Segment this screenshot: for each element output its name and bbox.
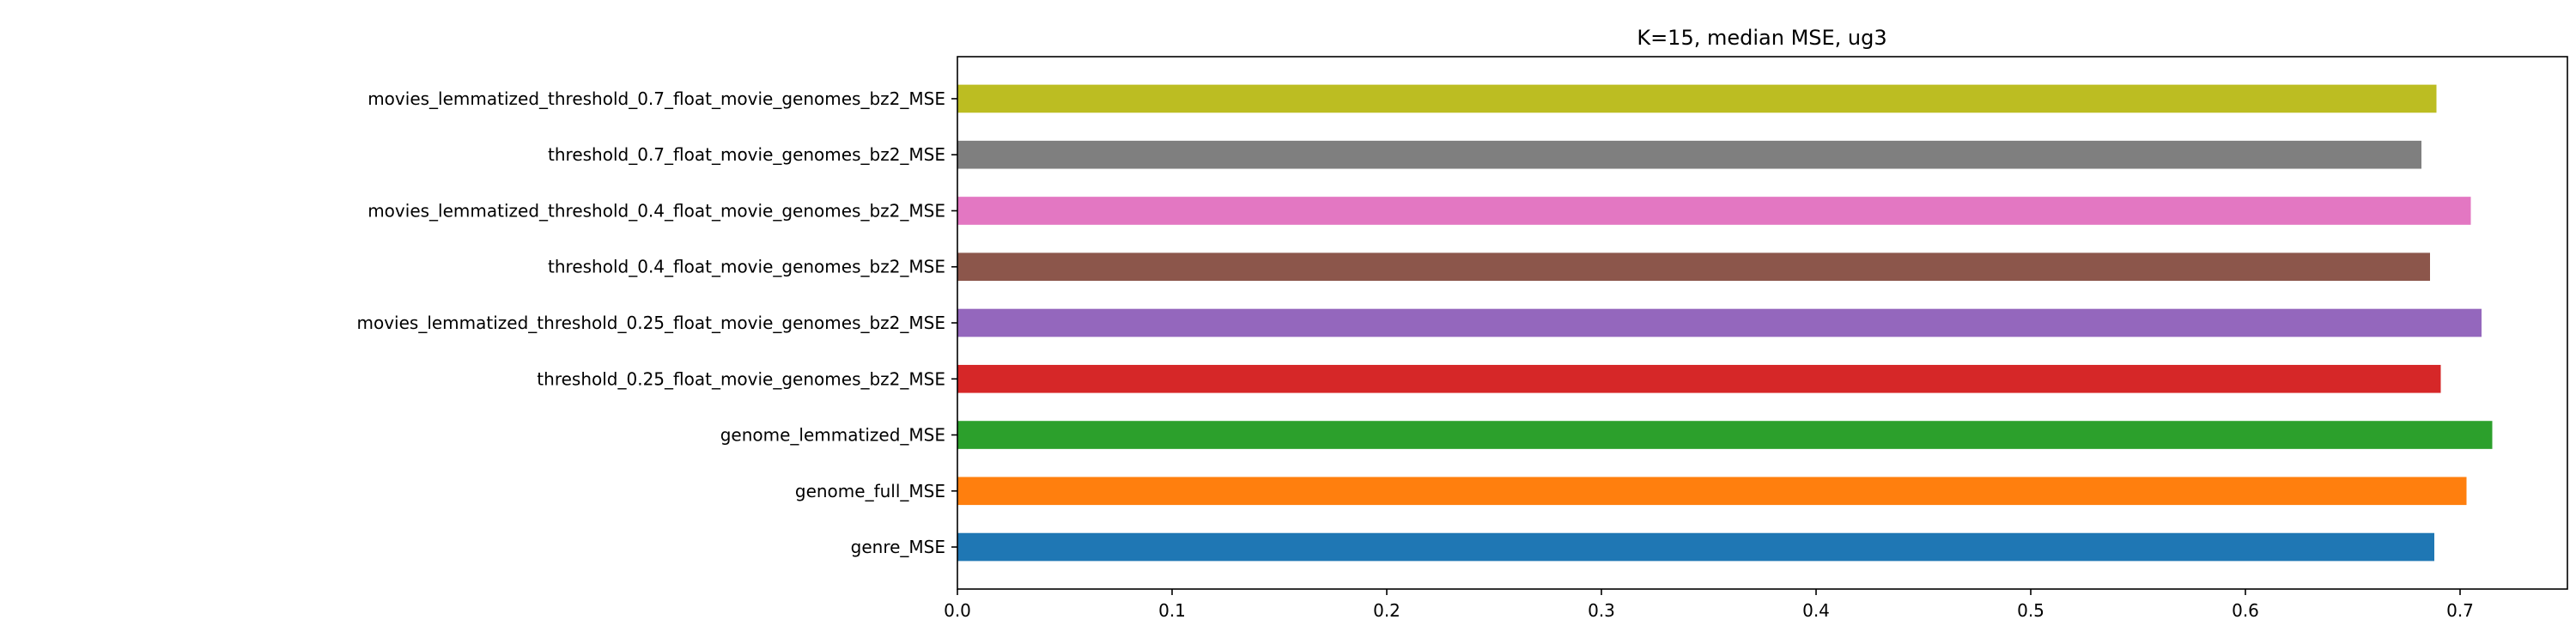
y-tick-label: genome_full_MSE <box>795 481 945 501</box>
bar-threshold_0.25_float_movie_genomes_bz2_MSE <box>957 364 2441 393</box>
x-tick-label: 0.3 <box>1588 600 1615 621</box>
y-axis-ticks: genre_MSE genome_full_MSE genome_lemmatize… <box>356 88 957 557</box>
x-tick-label: 0.6 <box>2232 600 2259 621</box>
x-tick-label: 0.4 <box>1802 600 1830 621</box>
x-tick-label: 0.0 <box>944 600 971 621</box>
bar-movies_lemmatized_threshold_0.25_float_movie_genomes_bz2_MSE <box>957 308 2482 337</box>
y-tick-label: genre_MSE <box>851 537 945 557</box>
y-tick-label: movies_lemmatized_threshold_0.7_float_mo… <box>368 88 945 109</box>
bar-genome_lemmatized_MSE <box>957 421 2493 449</box>
bar-movies_lemmatized_threshold_0.7_float_movie_genomes_bz2_MSE <box>957 84 2437 113</box>
x-tick-label: 0.2 <box>1373 600 1400 621</box>
x-tick-label: 0.5 <box>2017 600 2044 621</box>
y-tick-label: genome_lemmatized_MSE <box>720 425 945 446</box>
bars-layer <box>957 84 2493 562</box>
bar-genome_full_MSE <box>957 477 2467 506</box>
x-axis-ticks: 0.0 0.1 0.2 0.3 0.4 0.5 0.6 0.7 <box>944 589 2474 621</box>
y-tick-label: movies_lemmatized_threshold_0.25_float_m… <box>356 313 945 333</box>
x-tick-label: 0.1 <box>1158 600 1186 621</box>
bar-threshold_0.7_float_movie_genomes_bz2_MSE <box>957 140 2421 169</box>
bar-genre_MSE <box>957 532 2434 562</box>
bar-movies_lemmatized_threshold_0.4_float_movie_genomes_bz2_MSE <box>957 197 2471 225</box>
plot-frame <box>957 56 2568 590</box>
chart-title: K=15, median MSE, ug3 <box>1637 26 1886 50</box>
x-tick-label: 0.7 <box>2446 600 2474 621</box>
bar-threshold_0.4_float_movie_genomes_bz2_MSE <box>957 252 2430 282</box>
y-tick-label: threshold_0.25_float_movie_genomes_bz2_M… <box>537 368 945 389</box>
y-tick-label: threshold_0.7_float_movie_genomes_bz2_MS… <box>548 144 945 165</box>
y-tick-label: threshold_0.4_float_movie_genomes_bz2_MS… <box>548 257 945 277</box>
y-tick-label: movies_lemmatized_threshold_0.4_float_mo… <box>368 200 945 221</box>
